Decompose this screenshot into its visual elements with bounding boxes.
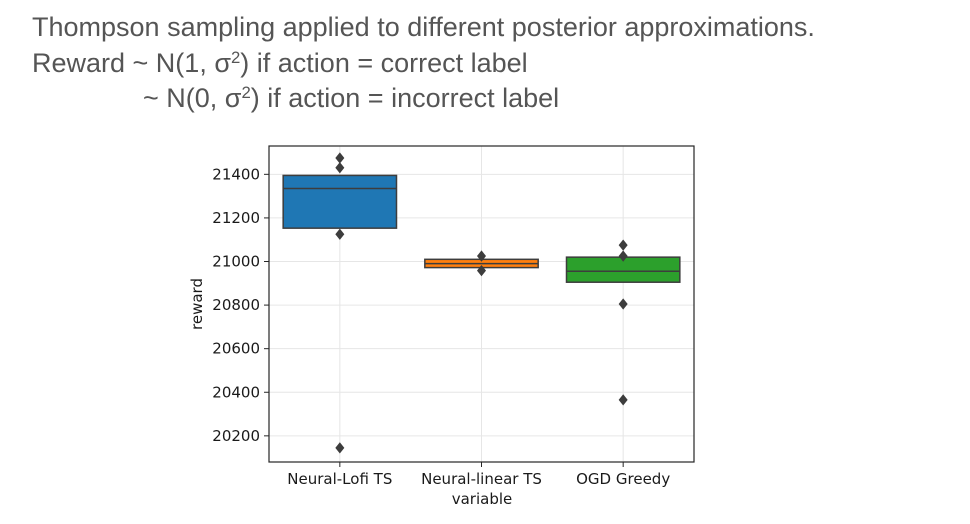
title-line-2: Reward ~ N(1, σ2) if action = correct la… — [32, 47, 528, 78]
y-tick-label: 20800 — [212, 296, 260, 314]
box-group — [424, 250, 539, 277]
outlier-point — [618, 298, 628, 310]
title-line-2-superscript: 2 — [230, 47, 241, 67]
title-line-3: ~ N(0, σ2) if action = incorrect label — [143, 82, 560, 113]
y-tick-label: 21200 — [212, 209, 260, 227]
y-tick-label: 20600 — [212, 340, 260, 358]
box-group — [565, 239, 681, 406]
outlier-point — [335, 442, 345, 454]
outlier-point — [335, 152, 345, 164]
title-line-3-prefix: ~ N(0, σ — [143, 83, 242, 113]
title-line-2-suffix: ) if action = correct label — [240, 48, 528, 78]
outlier-point — [618, 394, 628, 406]
outlier-point — [335, 162, 345, 174]
x-tick-label: Neural-linear TS — [421, 470, 542, 488]
y-axis-label: reward — [188, 278, 206, 330]
tick-layer: 20200 20400 20600 20800 21000 21200 21400 Neura… — [212, 165, 670, 488]
x-tick-label: OGD Greedy — [576, 470, 670, 488]
x-axis-label: variable — [452, 490, 513, 508]
box-group — [282, 152, 398, 454]
y-tick-label: 20400 — [212, 383, 260, 401]
title-line-1: Thompson sampling applied to different p… — [32, 12, 815, 42]
outlier-point — [618, 250, 628, 262]
y-tick-label: 21400 — [212, 165, 260, 183]
outlier-point — [335, 228, 345, 240]
y-tick-label: 20200 — [212, 427, 260, 445]
x-tick-label: Neural-Lofi TS — [287, 470, 392, 488]
box-layer — [282, 152, 681, 454]
box — [282, 174, 398, 229]
y-tick-label: 21000 — [212, 253, 260, 271]
outlier-point — [618, 239, 628, 251]
title-line-3-suffix: ) if action = incorrect label — [250, 83, 560, 113]
outlier-point — [476, 250, 487, 262]
title-line-2-prefix: Reward ~ N(1, σ — [32, 48, 231, 78]
title-line-3-superscript: 2 — [241, 82, 251, 102]
outlier-point — [476, 265, 487, 277]
